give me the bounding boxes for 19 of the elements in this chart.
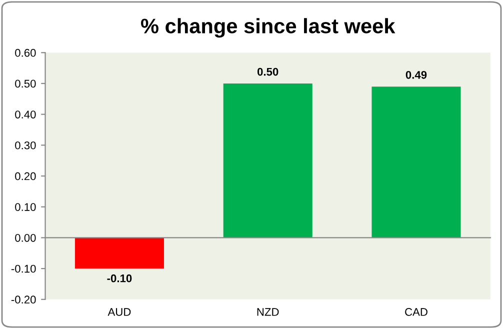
bar: [372, 86, 461, 238]
y-tick-label: -0.20: [11, 296, 36, 304]
x-tick-label: NZD: [257, 308, 279, 316]
y-tick-label: -0.10: [11, 264, 36, 273]
y-tick-label: 0.60: [15, 48, 36, 57]
y-tick-label: 0.50: [15, 80, 36, 88]
data-label: 0.49: [406, 70, 427, 79]
y-tick-label: 0.30: [15, 141, 36, 150]
y-tick-label: 0.40: [15, 110, 36, 118]
x-tick-label: AUD: [108, 308, 131, 316]
x-tick-label: CAD: [405, 308, 428, 316]
data-label: -0.10: [107, 274, 132, 282]
chart-title: % change since last week: [141, 18, 396, 38]
y-tick-label: 0.20: [15, 172, 36, 180]
y-tick-label: 0.10: [15, 203, 36, 211]
y-tick-label: 0.00: [15, 234, 36, 242]
bar: [74, 238, 164, 269]
data-label: 0.50: [257, 68, 278, 76]
bar: [223, 83, 312, 238]
